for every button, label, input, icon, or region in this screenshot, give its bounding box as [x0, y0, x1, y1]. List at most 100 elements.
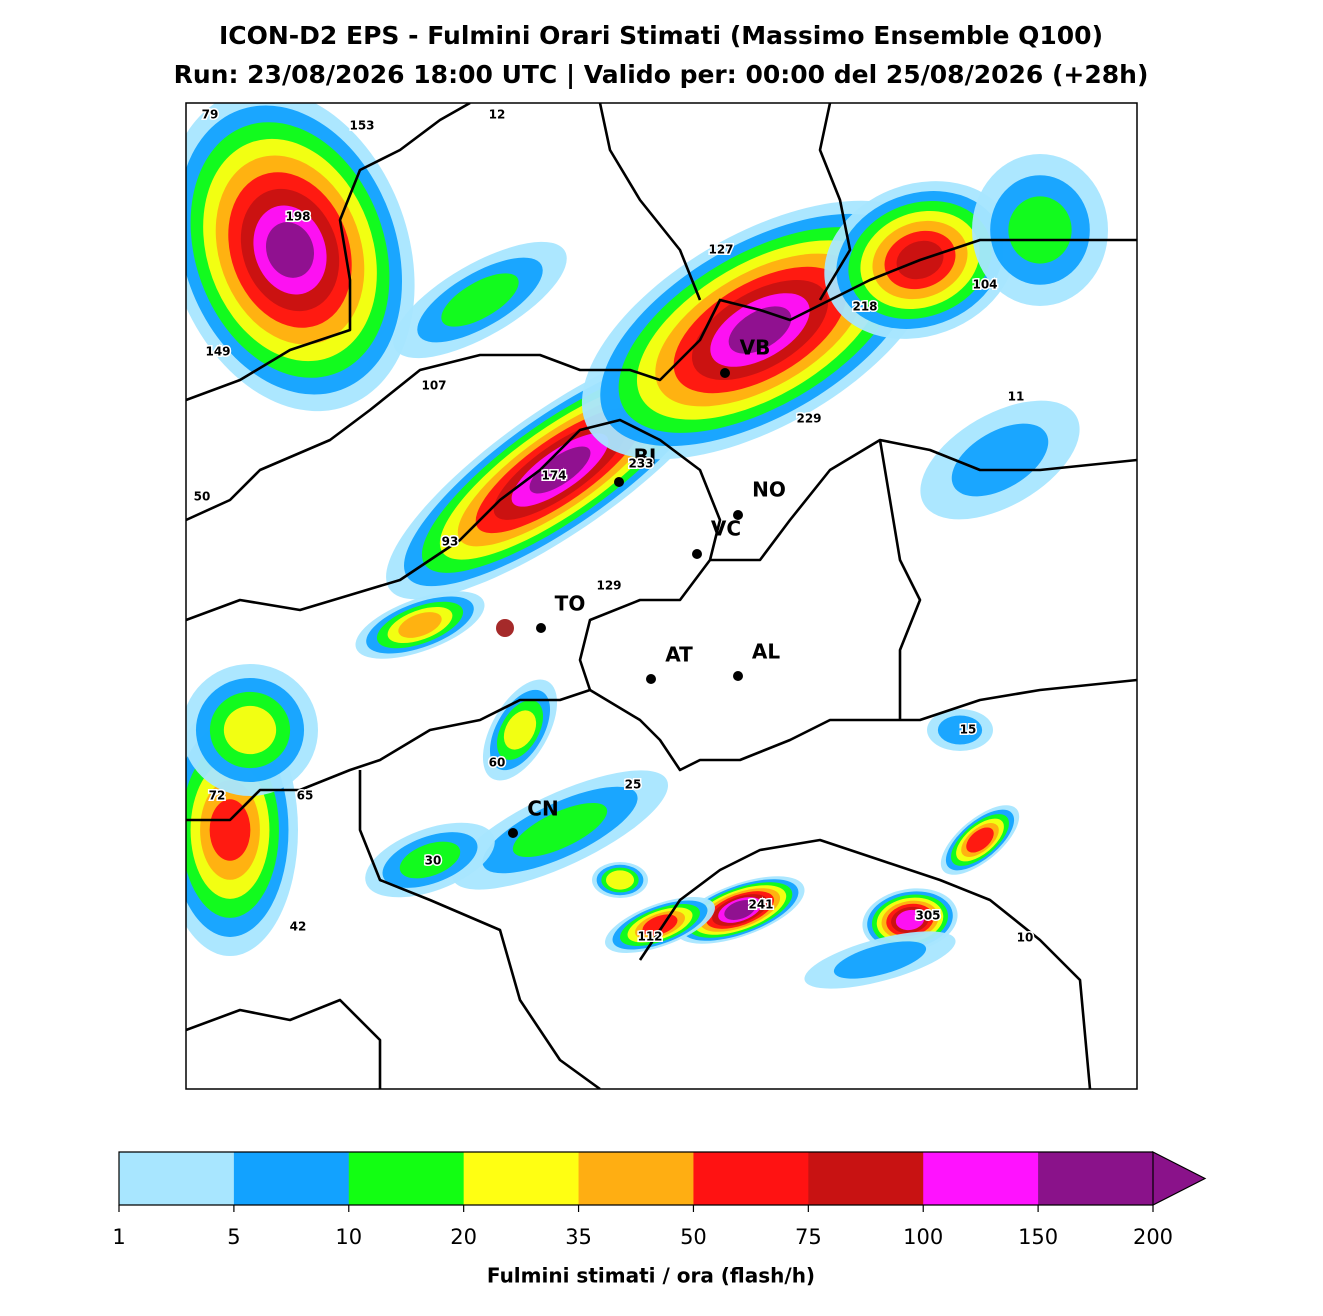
max-value-label: 79 [202, 108, 219, 122]
lightning-field [724, 900, 756, 920]
city-label: VC [711, 517, 741, 541]
lightning-field [1008, 196, 1072, 264]
max-value-label: 127 [708, 243, 733, 257]
colorbar-segment [923, 1152, 1039, 1205]
colorbar-tick-label: 35 [565, 1225, 592, 1249]
lightning-field [951, 423, 1049, 497]
lightning-field [512, 802, 608, 858]
map: VB BI NO VC TO AT AL CN 79 153 12 198 127 104 218 149 10… [186, 103, 1137, 1089]
max-value-label: 10 [1017, 931, 1034, 945]
colorbar-extension [1152, 1151, 1207, 1206]
city-label: TO [555, 592, 586, 616]
city-dot [508, 828, 518, 838]
max-value-label: 149 [205, 345, 230, 359]
lightning-field [223, 705, 277, 755]
city-dot [720, 368, 730, 378]
colorbar-tick-label: 5 [227, 1225, 240, 1249]
colorbar-segment [693, 1152, 809, 1205]
max-value-label: 42 [290, 920, 307, 934]
lightning-field [895, 909, 925, 931]
max-value-label: 174 [541, 469, 566, 483]
colorbar-segment [463, 1152, 580, 1205]
lightning-field [966, 827, 994, 853]
max-value-label: 60 [489, 756, 506, 770]
lightning-field [441, 273, 519, 327]
colorbar-tick-label: 20 [450, 1225, 477, 1249]
max-value-label: 65 [297, 789, 314, 803]
max-value-label: 107 [421, 379, 446, 393]
colorbar-segment [119, 1152, 235, 1205]
lightning-field [605, 870, 635, 890]
border [358, 770, 601, 1089]
subtitle: Run: 23/08/2026 18:00 UTC | Valido per: … [174, 60, 1149, 89]
max-value-label: 241 [748, 898, 773, 912]
max-value-label: 104 [972, 278, 997, 292]
max-value-label: 11 [1008, 390, 1025, 404]
colorbar-tick-label: 1 [112, 1225, 125, 1249]
max-value-label: 129 [596, 579, 621, 593]
lightning-field [398, 612, 442, 638]
max-value-label: 153 [349, 119, 374, 133]
colorbar: 1 5 10 20 35 50 75 100 150 200 Fulmini stimati / o… [112, 1151, 1207, 1288]
lightning-field [642, 914, 678, 936]
lightning-field [265, 222, 315, 278]
colorbar-tick-label: 200 [1133, 1225, 1173, 1249]
lightning-field [503, 710, 537, 750]
city-label: AT [665, 643, 693, 667]
city-label: BI [634, 445, 657, 469]
border [818, 103, 852, 301]
title: ICON-D2 EPS - Fulmini Orari Stimati (Mas… [219, 21, 1103, 50]
city-label: NO [752, 478, 786, 502]
max-value-label: 12 [489, 108, 506, 122]
city-dot [733, 671, 743, 681]
max-value-label: 218 [852, 300, 877, 314]
max-value-label: 305 [915, 909, 940, 923]
lightning-field [833, 941, 927, 979]
city-dot [733, 510, 743, 520]
lightning-field [728, 306, 792, 354]
city-dot [692, 549, 702, 559]
border [186, 238, 1137, 522]
city-label: CN [527, 797, 558, 821]
max-value-label: 50 [194, 490, 211, 504]
border [878, 439, 922, 720]
city-label: VB [740, 336, 771, 360]
max-value-label: 233 [628, 457, 653, 471]
border [598, 103, 702, 301]
lightning-field [529, 446, 591, 494]
colorbar-label: Fulmini stimati / ora (flash/h) [487, 1264, 815, 1288]
lightning-field [399, 841, 461, 879]
colorbar-tick-label: 10 [335, 1225, 362, 1249]
max-value-label: 15 [960, 723, 977, 737]
border [186, 103, 471, 402]
border [186, 418, 722, 822]
colorbar-segment [578, 1152, 694, 1205]
lightning-field [209, 799, 251, 861]
max-value-label: 229 [796, 412, 821, 426]
radar-site [496, 619, 514, 637]
city-dot [614, 477, 624, 487]
lightning-field [937, 715, 983, 745]
border [638, 838, 1092, 1089]
city-dot [536, 623, 546, 633]
colorbar-segment [233, 1152, 350, 1205]
colorbar-tick-label: 50 [680, 1225, 707, 1249]
max-value-label: 30 [425, 854, 442, 868]
max-value-label: 198 [285, 210, 310, 224]
border [186, 998, 382, 1089]
colorbar-tick-label: 150 [1018, 1225, 1058, 1249]
max-value-label: 72 [209, 789, 226, 803]
colorbar-tick-label: 100 [903, 1225, 943, 1249]
colorbar-tick-label: 75 [795, 1225, 822, 1249]
colorbar-segment [348, 1152, 465, 1205]
city-dot [646, 674, 656, 684]
city-label: AL [752, 640, 780, 664]
map-frame [185, 102, 1138, 1090]
max-value-label: 112 [637, 930, 662, 944]
max-value-label: 93 [442, 535, 459, 549]
colorbar-outline [118, 1151, 1153, 1206]
border [589, 678, 1137, 772]
max-value-label: 25 [625, 778, 642, 792]
colorbar-segment [808, 1152, 924, 1205]
